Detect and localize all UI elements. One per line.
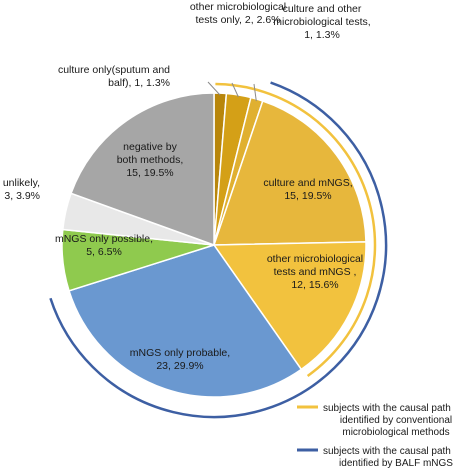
slice-label-4: other microbiological tests and mNGS , 12,…: [267, 253, 363, 291]
legend-label-1: subjects with the causal path identified …: [323, 446, 453, 469]
pie-slice-8: [70, 92, 215, 247]
slice-label-1: other microbiological tests only, 2, 2.6%: [190, 1, 286, 26]
leader-line-1: [231, 82, 239, 98]
leader-line-2: [253, 83, 257, 102]
slice-label-3: culture and mNGS, 15, 19.5%: [263, 177, 352, 202]
slice-label-6: mNGS only possible, 5, 6.5%: [55, 233, 153, 258]
pie-slice-4: [212, 241, 367, 371]
leader-line-0: [207, 81, 221, 96]
slice-labels: culture only(sputum and balf), 1, 1.3% oth…: [0, 1, 371, 372]
legend: subjects with the causal path identified …: [297, 403, 453, 469]
slice-label-5: mNGS only probable, 23, 29.9%: [130, 347, 230, 372]
slice-label-8: negative by both methods, 15, 19.5%: [117, 141, 184, 179]
highlight-ring-1: [49, 81, 388, 419]
slice-label-2: culture and other microbiological tests, 1…: [273, 3, 370, 41]
pie-slice-3: [212, 100, 367, 246]
pie-slice-5: [68, 244, 303, 398]
pie-slices: [61, 92, 367, 398]
highlight-rings: [49, 81, 388, 419]
slice-label-7: S only unlikely,3, 3.9%: [0, 177, 40, 202]
highlight-ring-0: [215, 82, 377, 377]
slice-label-0: culture only(sputum and balf), 1, 1.3%: [58, 64, 170, 89]
legend-label-0: subjects with the causal path identified …: [323, 403, 452, 438]
leader-lines: [207, 81, 257, 102]
